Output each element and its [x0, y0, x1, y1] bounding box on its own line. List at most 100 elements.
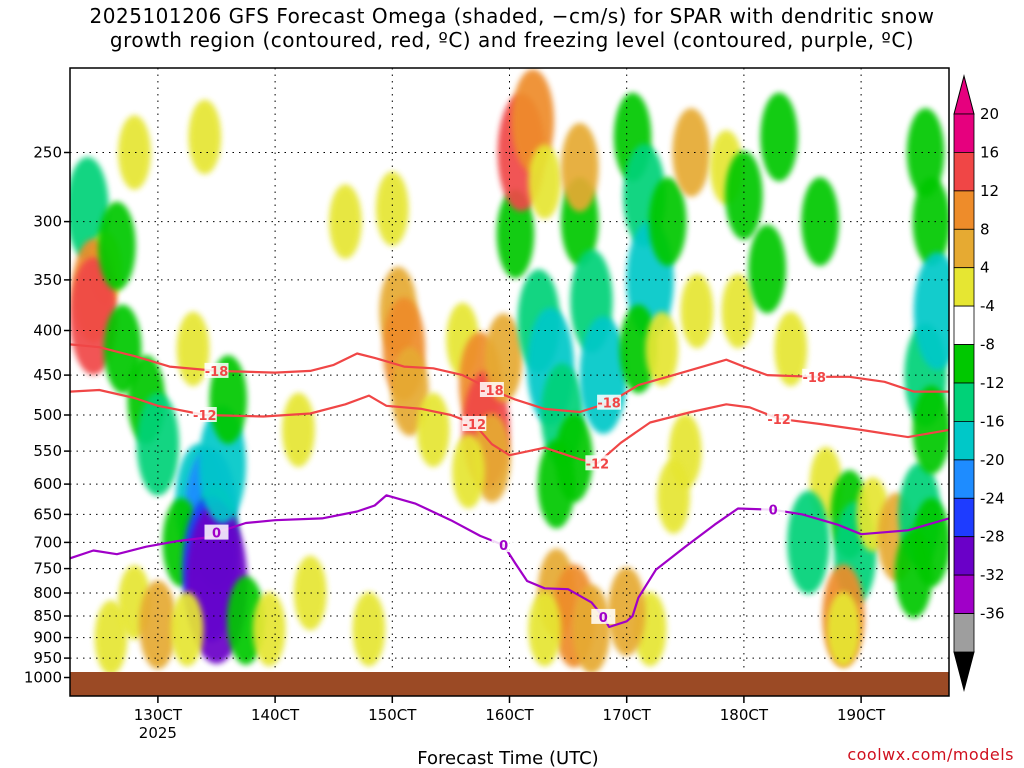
- chart-title: 2025101206 GFS Forecast Omega (shaded, −…: [0, 4, 1024, 52]
- colorbar-bin: [953, 536, 975, 576]
- y-tick-label: 400: [33, 322, 62, 340]
- contour-label-bg: [204, 524, 229, 540]
- contour-label: -12: [586, 457, 610, 472]
- colorbar-tick-label: 16: [980, 143, 999, 161]
- omega-cell: [572, 584, 611, 674]
- omega-cell: [352, 591, 386, 667]
- contour-label: 0: [499, 539, 508, 554]
- x-tick-label: 150CT: [368, 706, 417, 724]
- omega-cell: [912, 177, 949, 266]
- dgz-bottom-line: [70, 388, 949, 465]
- x-tick-label: 130CT: [134, 706, 183, 724]
- omega-cell: [282, 392, 315, 468]
- colorbar-under-arrow: [953, 651, 975, 692]
- omega-cell: [136, 392, 180, 496]
- chart-title-line-1: 2025101206 GFS Forecast Omega (shaded, −…: [89, 4, 935, 28]
- colorbar-bin: [953, 497, 975, 538]
- omega-cell: [252, 591, 286, 667]
- contour-label-bg: [802, 368, 827, 384]
- source-credit: coolwx.com/models: [847, 745, 1014, 764]
- contour-label-bg: [591, 608, 616, 624]
- omega-cell: [416, 392, 450, 468]
- colorbar-bin: [953, 228, 975, 269]
- x-tick-label: 180CT: [720, 706, 769, 724]
- omega-cell: [721, 273, 755, 349]
- omega-cell: [94, 600, 128, 675]
- colorbar-bin: [953, 382, 975, 422]
- x-tick-label: 190CT: [837, 706, 886, 724]
- omega-cell: [913, 252, 949, 370]
- y-tick-label: 1000: [24, 669, 62, 687]
- colorbar-over-arrow: [953, 74, 975, 115]
- colorbar-bin: [953, 459, 975, 499]
- omega-cell: [118, 115, 151, 190]
- omega-cell: [484, 313, 523, 403]
- omega-cell: [188, 99, 222, 175]
- contour-label: -12: [767, 413, 791, 428]
- contour-label-bg: [597, 394, 622, 410]
- contour-label: -18: [480, 384, 504, 399]
- y-tick-label: 500: [33, 406, 62, 424]
- contour-label: -18: [802, 371, 826, 386]
- y-tick-label: 450: [33, 366, 62, 384]
- colorbar-tick-label: 12: [980, 182, 999, 200]
- contour-label-bg: [192, 407, 217, 422]
- omega-cell: [607, 567, 646, 656]
- colorbar-tick-label: -8: [980, 336, 995, 354]
- omega-cell: [725, 151, 763, 240]
- y-tick-label: 550: [33, 442, 62, 460]
- contour-label: -12: [193, 409, 217, 424]
- contour-label: -18: [597, 397, 621, 412]
- colorbar-tick-label: -32: [980, 566, 1005, 584]
- y-axis: 250 300 350 400 450 500 550 600 650 700 750 800 850 9…: [24, 144, 70, 687]
- chart-title-line-2: growth region (contoured, red, ºC) and f…: [109, 28, 915, 52]
- colorbar-tick-label: -24: [980, 489, 1005, 507]
- y-tick-label: 950: [33, 649, 62, 667]
- colorbar-bin: [953, 113, 975, 153]
- y-tick-label: 600: [33, 475, 62, 493]
- omega-cell: [496, 189, 535, 279]
- y-tick-label: 700: [33, 533, 62, 551]
- y-tick-label: 850: [33, 607, 62, 625]
- y-tick-label: 750: [33, 560, 62, 578]
- x-tick-label: 160CT: [485, 706, 534, 724]
- x-tick-sublabel: 2025: [139, 724, 177, 742]
- y-tick-label: 900: [33, 629, 62, 647]
- contour-label-bg: [585, 455, 610, 471]
- y-tick-label: 650: [33, 505, 62, 523]
- omega-cell: [170, 591, 204, 667]
- omega-shading: [70, 69, 949, 675]
- omega-cell: [329, 184, 362, 259]
- plot-area: -18 -18 -18 -18 -12 -12 -12 -12 0 0 0 0: [69, 67, 950, 697]
- omega-cell: [906, 108, 945, 197]
- colorbar-bin: [953, 344, 975, 384]
- colorbar-tick-label: -36: [980, 605, 1005, 623]
- omega-cell: [827, 591, 860, 667]
- colorbar-bin: [953, 574, 975, 614]
- contour-label-bg: [761, 501, 786, 517]
- contour-label-bg: [204, 362, 229, 378]
- omega-cell: [528, 144, 562, 219]
- contour-label: -12: [463, 418, 487, 433]
- colorbar-bin: [953, 267, 975, 307]
- dgz-top-line: [70, 343, 949, 414]
- omega-cell: [375, 171, 409, 246]
- omega-cell: [645, 311, 679, 387]
- colorbar-tick-label: -28: [980, 528, 1005, 546]
- contour-label-bg: [462, 416, 487, 431]
- colorbar-bin: [953, 613, 975, 653]
- omega-cell: [912, 385, 949, 475]
- omega-cell: [561, 122, 599, 212]
- ground-surface: [70, 672, 949, 696]
- omega-cell: [672, 108, 710, 197]
- omega-cell: [537, 439, 576, 529]
- x-tick-label: 140CT: [251, 706, 300, 724]
- omega-cell: [619, 304, 658, 394]
- contour-label-bg: [479, 382, 504, 397]
- x-axis-label: Forecast Time (UTC): [417, 748, 598, 768]
- omega-cell: [452, 434, 485, 509]
- omega-cell: [801, 177, 839, 266]
- colorbar: 20 16 12 8 4 -4 -8 -12 -16 -20 -24 -28 -32 -36: [953, 74, 1005, 692]
